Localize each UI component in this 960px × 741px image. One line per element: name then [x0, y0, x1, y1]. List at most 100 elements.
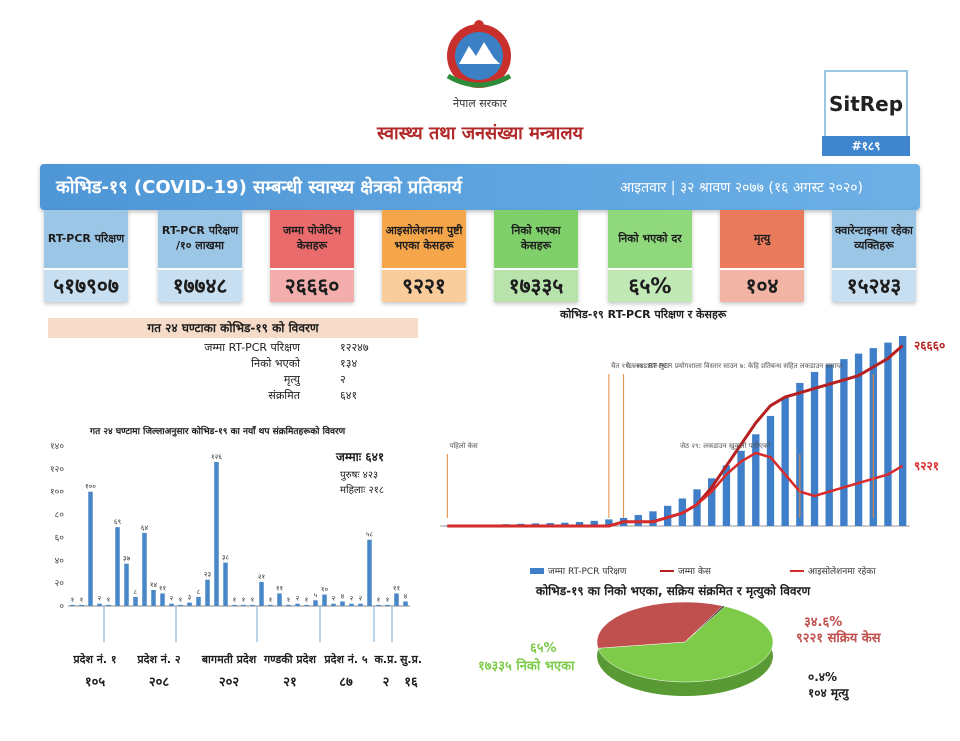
district-bar — [70, 604, 75, 606]
district-bar-value: २१ — [258, 573, 265, 581]
sitrep-label: SitRep — [828, 92, 904, 116]
district-bar-value: १ — [71, 596, 75, 604]
stat-card-value: ९२२१ — [382, 270, 466, 302]
stat-card-label: निको भएका केसहरू — [494, 210, 578, 268]
stat-card-value: १५२४३ — [832, 270, 916, 302]
stat-card-label: आइसोलेशनमा पुष्टी भएका केसहरू — [382, 210, 466, 268]
district-bar — [205, 579, 210, 606]
test-bar — [825, 364, 833, 526]
test-bar — [781, 397, 789, 526]
summary-row-label: संक्रमित — [268, 389, 300, 402]
district-bar — [196, 596, 201, 606]
province-total: २०८ — [148, 675, 170, 690]
district-bar-value: ८ — [197, 588, 201, 596]
district-bar-value: ११ — [276, 584, 283, 592]
annotation-label: चैत ११: लकडाउन सुरु — [611, 361, 669, 370]
end-label-total: २६६६० — [914, 339, 945, 353]
district-bar — [142, 532, 147, 606]
province-name: क.प्र. — [374, 653, 398, 666]
test-bar — [590, 520, 598, 526]
stat-card-label: RT-PCR परिक्षण /१० लाखमा — [158, 210, 242, 268]
province-total: २१ — [283, 675, 297, 690]
legend-label: जम्मा केस — [678, 565, 712, 577]
stat-card-value: ६५% — [608, 270, 692, 302]
district-bar — [286, 604, 291, 606]
y-tick-label: १०० — [50, 488, 64, 498]
legend-label: जम्मा RT-PCR परिक्षण — [548, 565, 627, 577]
stat-card-value-text: २६६६० — [284, 274, 340, 298]
stat-card-value-text: १७३३५ — [508, 274, 564, 298]
province-name: प्रदेश नं. २ — [137, 653, 181, 666]
district-bar-value: १ — [386, 596, 390, 604]
district-bar-value: ३ — [188, 594, 192, 602]
district-bar — [313, 600, 318, 606]
government-name: नेपाल सरकार — [453, 97, 507, 110]
district-bar — [304, 604, 309, 606]
annotation-label: साउन ७: केहि प्रतिबन्ध सहित लकडाउन समाप्… — [723, 361, 843, 370]
sitrep-number: #१८९ — [822, 136, 910, 156]
stat-card-label: निको भएको दर — [608, 210, 692, 268]
active-count: ९२२१ सक्रिय केस — [796, 631, 881, 646]
district-bar-value: २ — [332, 595, 336, 603]
stat-card-label: जम्मा पोजेटिभ केसहरू — [270, 210, 354, 268]
district-bar-value: ६४ — [141, 524, 149, 532]
sitrep-box — [824, 70, 908, 136]
district-bar-value: २ — [170, 595, 174, 603]
summary-row-value: १२२४७ — [340, 341, 369, 354]
report-date: आइतवार | ३२ श्रावण २०७७ (१६ अगस्ट २०२०) — [620, 180, 863, 196]
district-bar-value: १४ — [150, 581, 158, 589]
province-total: १६ — [404, 675, 418, 690]
district-bar — [106, 604, 111, 606]
y-tick-label: ४० — [55, 556, 65, 566]
stat-card-value-text: ६५% — [628, 274, 672, 298]
stat-card-label: RT-PCR परिक्षण — [44, 210, 128, 268]
test-bar — [561, 522, 569, 526]
district-bar-value: २ — [296, 595, 300, 603]
stat-card-value: १०४ — [720, 270, 804, 302]
province-name: बागमती प्रदेश — [201, 653, 257, 666]
district-bar — [268, 604, 273, 606]
district-bar — [331, 603, 336, 606]
test-bar — [752, 434, 760, 526]
summary-row-value: ६४१ — [340, 389, 358, 402]
district-bar — [124, 563, 129, 606]
stat-card: RT-PCR परिक्षण /१० लाखमा १७७४८ १७७४८ — [158, 210, 242, 302]
recovered-count: १७३३५ निको भएका — [478, 659, 575, 674]
stat-card-value: ५१७९०७ — [44, 270, 128, 302]
stat-card-value-text: ५१७९०७ — [53, 274, 119, 298]
district-bar — [250, 604, 255, 606]
district-bar-value: ८ — [134, 588, 138, 596]
district-bar-value: २ — [350, 595, 354, 603]
district-bar-value: ४ — [341, 592, 345, 600]
death-pct: ०.४% — [808, 670, 838, 684]
test-bar — [575, 521, 584, 526]
summary-row-label: जम्मा RT-PCR परिक्षण — [204, 341, 300, 354]
stat-card-label: मृत्यु — [720, 210, 804, 268]
summary-row-value: २ — [340, 373, 346, 386]
district-bar — [367, 539, 372, 606]
district-bar — [295, 603, 300, 606]
stat-card-label: क्वारेन्टाइनमा रहेका व्यक्तिहरू — [832, 210, 916, 268]
outcome-pie-chart — [596, 601, 774, 696]
district-bar-value: १ — [80, 596, 84, 604]
legend-swatch — [530, 568, 544, 574]
district-bar-value: ४ — [404, 592, 408, 600]
district-bar — [403, 601, 408, 606]
stat-card-value: १७७४८ — [158, 270, 242, 302]
end-label-isolation: ९२२१ — [914, 459, 939, 473]
province-total: ८७ — [339, 675, 353, 690]
province-name: प्रदेश नं. १ — [73, 653, 117, 666]
district-bar — [241, 604, 246, 606]
district-bar-value: ११ — [393, 584, 400, 592]
series-line — [447, 451, 904, 528]
banner-title: कोभिड-१९ (COVID-19) सम्बन्धी स्वास्थ्य क… — [56, 177, 462, 198]
test-bar — [766, 415, 775, 526]
test-bar — [649, 511, 657, 526]
stat-card-value: १७३३५ — [494, 270, 578, 302]
district-bar-value: ३७ — [123, 555, 131, 563]
district-bar — [88, 491, 93, 606]
district-bar-value: १ — [233, 596, 237, 604]
test-bar — [722, 465, 731, 526]
stat-card: जम्मा पोजेटिभ केसहरू २६६६० २६६६० — [270, 210, 354, 302]
legend-label: आइसोलेशनमा रहेका — [808, 565, 876, 577]
